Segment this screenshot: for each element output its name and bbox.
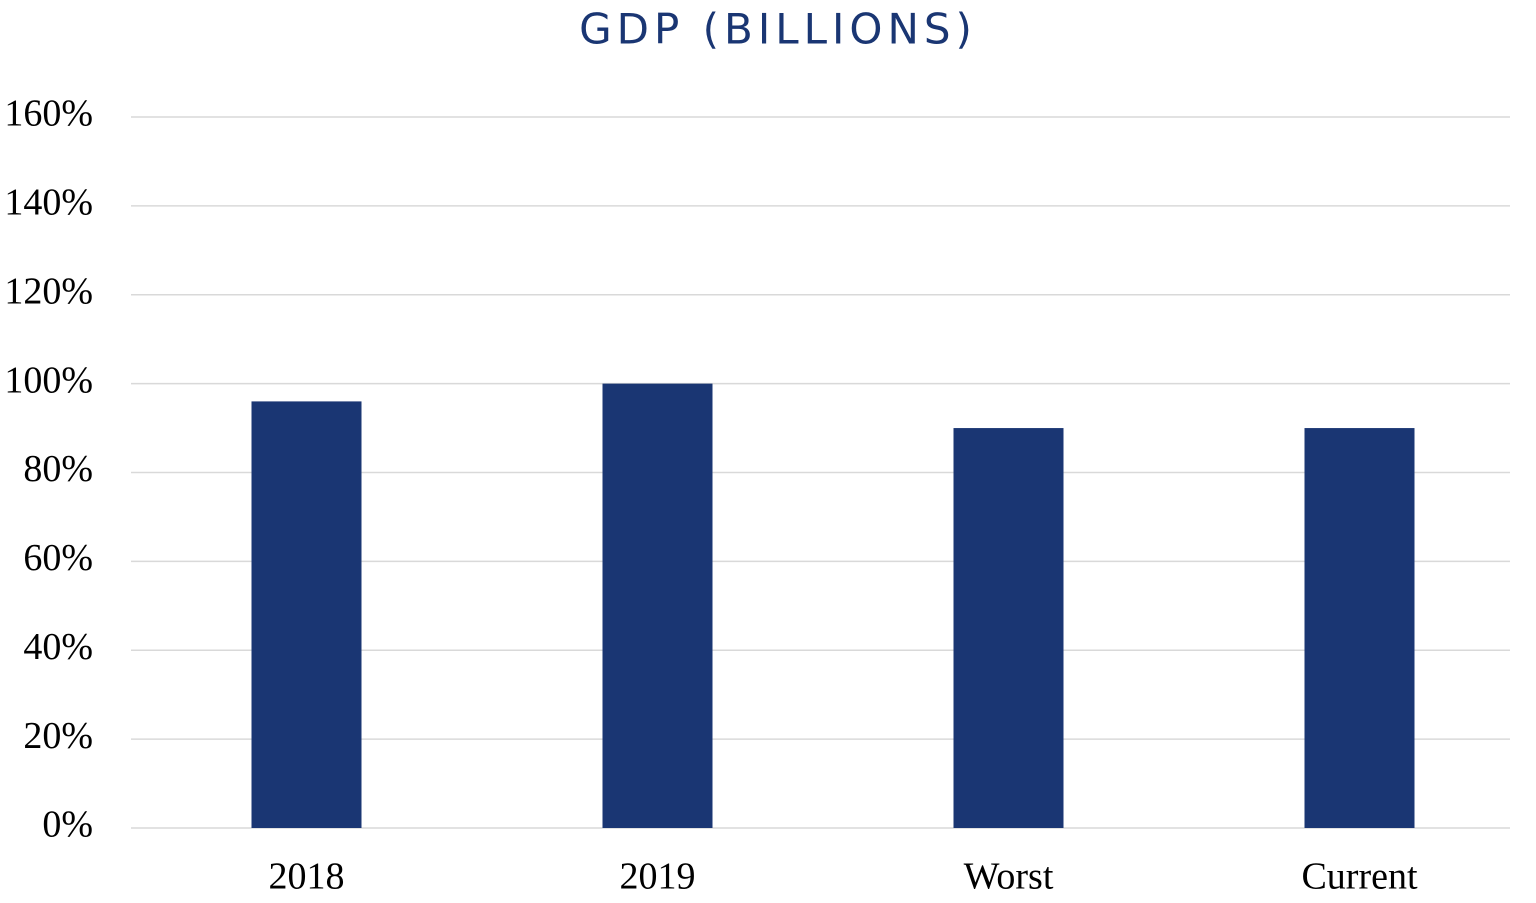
x-tick-label: 2018 — [269, 856, 345, 898]
x-tick-label: Worst — [964, 856, 1054, 898]
bar — [251, 401, 362, 828]
y-tick-label: 100% — [4, 359, 93, 401]
bar — [602, 383, 713, 828]
y-tick-label: 40% — [23, 626, 93, 668]
y-tick-label: 20% — [23, 715, 93, 757]
y-tick-label: 120% — [4, 270, 93, 312]
y-tick-label: 160% — [4, 93, 93, 135]
y-tick-label: 140% — [4, 182, 93, 224]
x-tick-label: 2019 — [620, 856, 696, 898]
bar — [1304, 428, 1415, 828]
y-tick-label: 80% — [23, 448, 93, 490]
y-tick-label: 0% — [42, 804, 93, 846]
chart-title: GDP (BILLIONS) — [579, 5, 977, 54]
x-tick-label: Current — [1301, 856, 1418, 898]
bar — [953, 428, 1064, 828]
y-tick-label: 60% — [23, 537, 93, 579]
